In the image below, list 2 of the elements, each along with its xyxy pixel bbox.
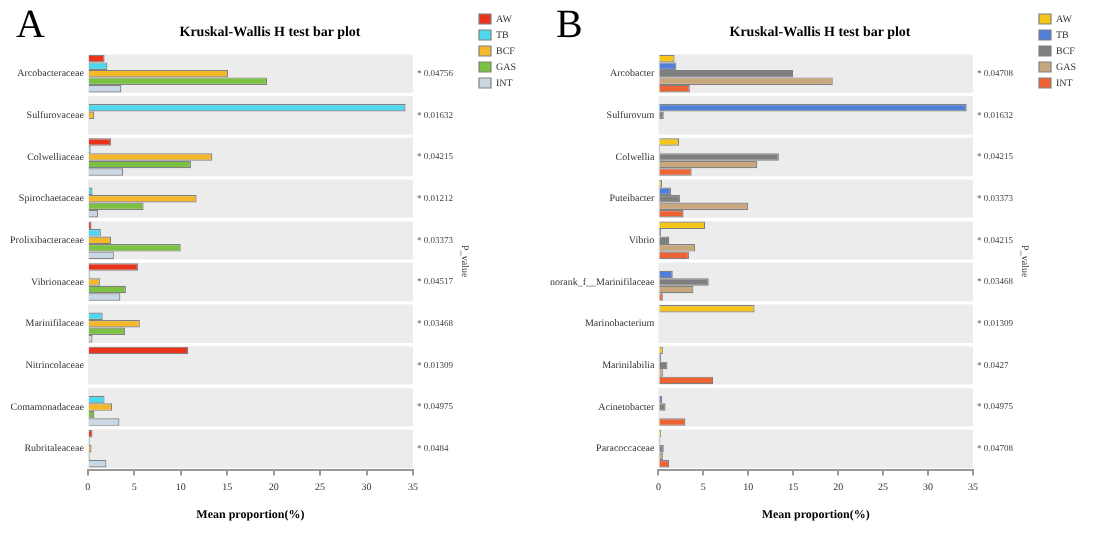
text: B — [556, 2, 583, 47]
text: A — [16, 2, 46, 47]
